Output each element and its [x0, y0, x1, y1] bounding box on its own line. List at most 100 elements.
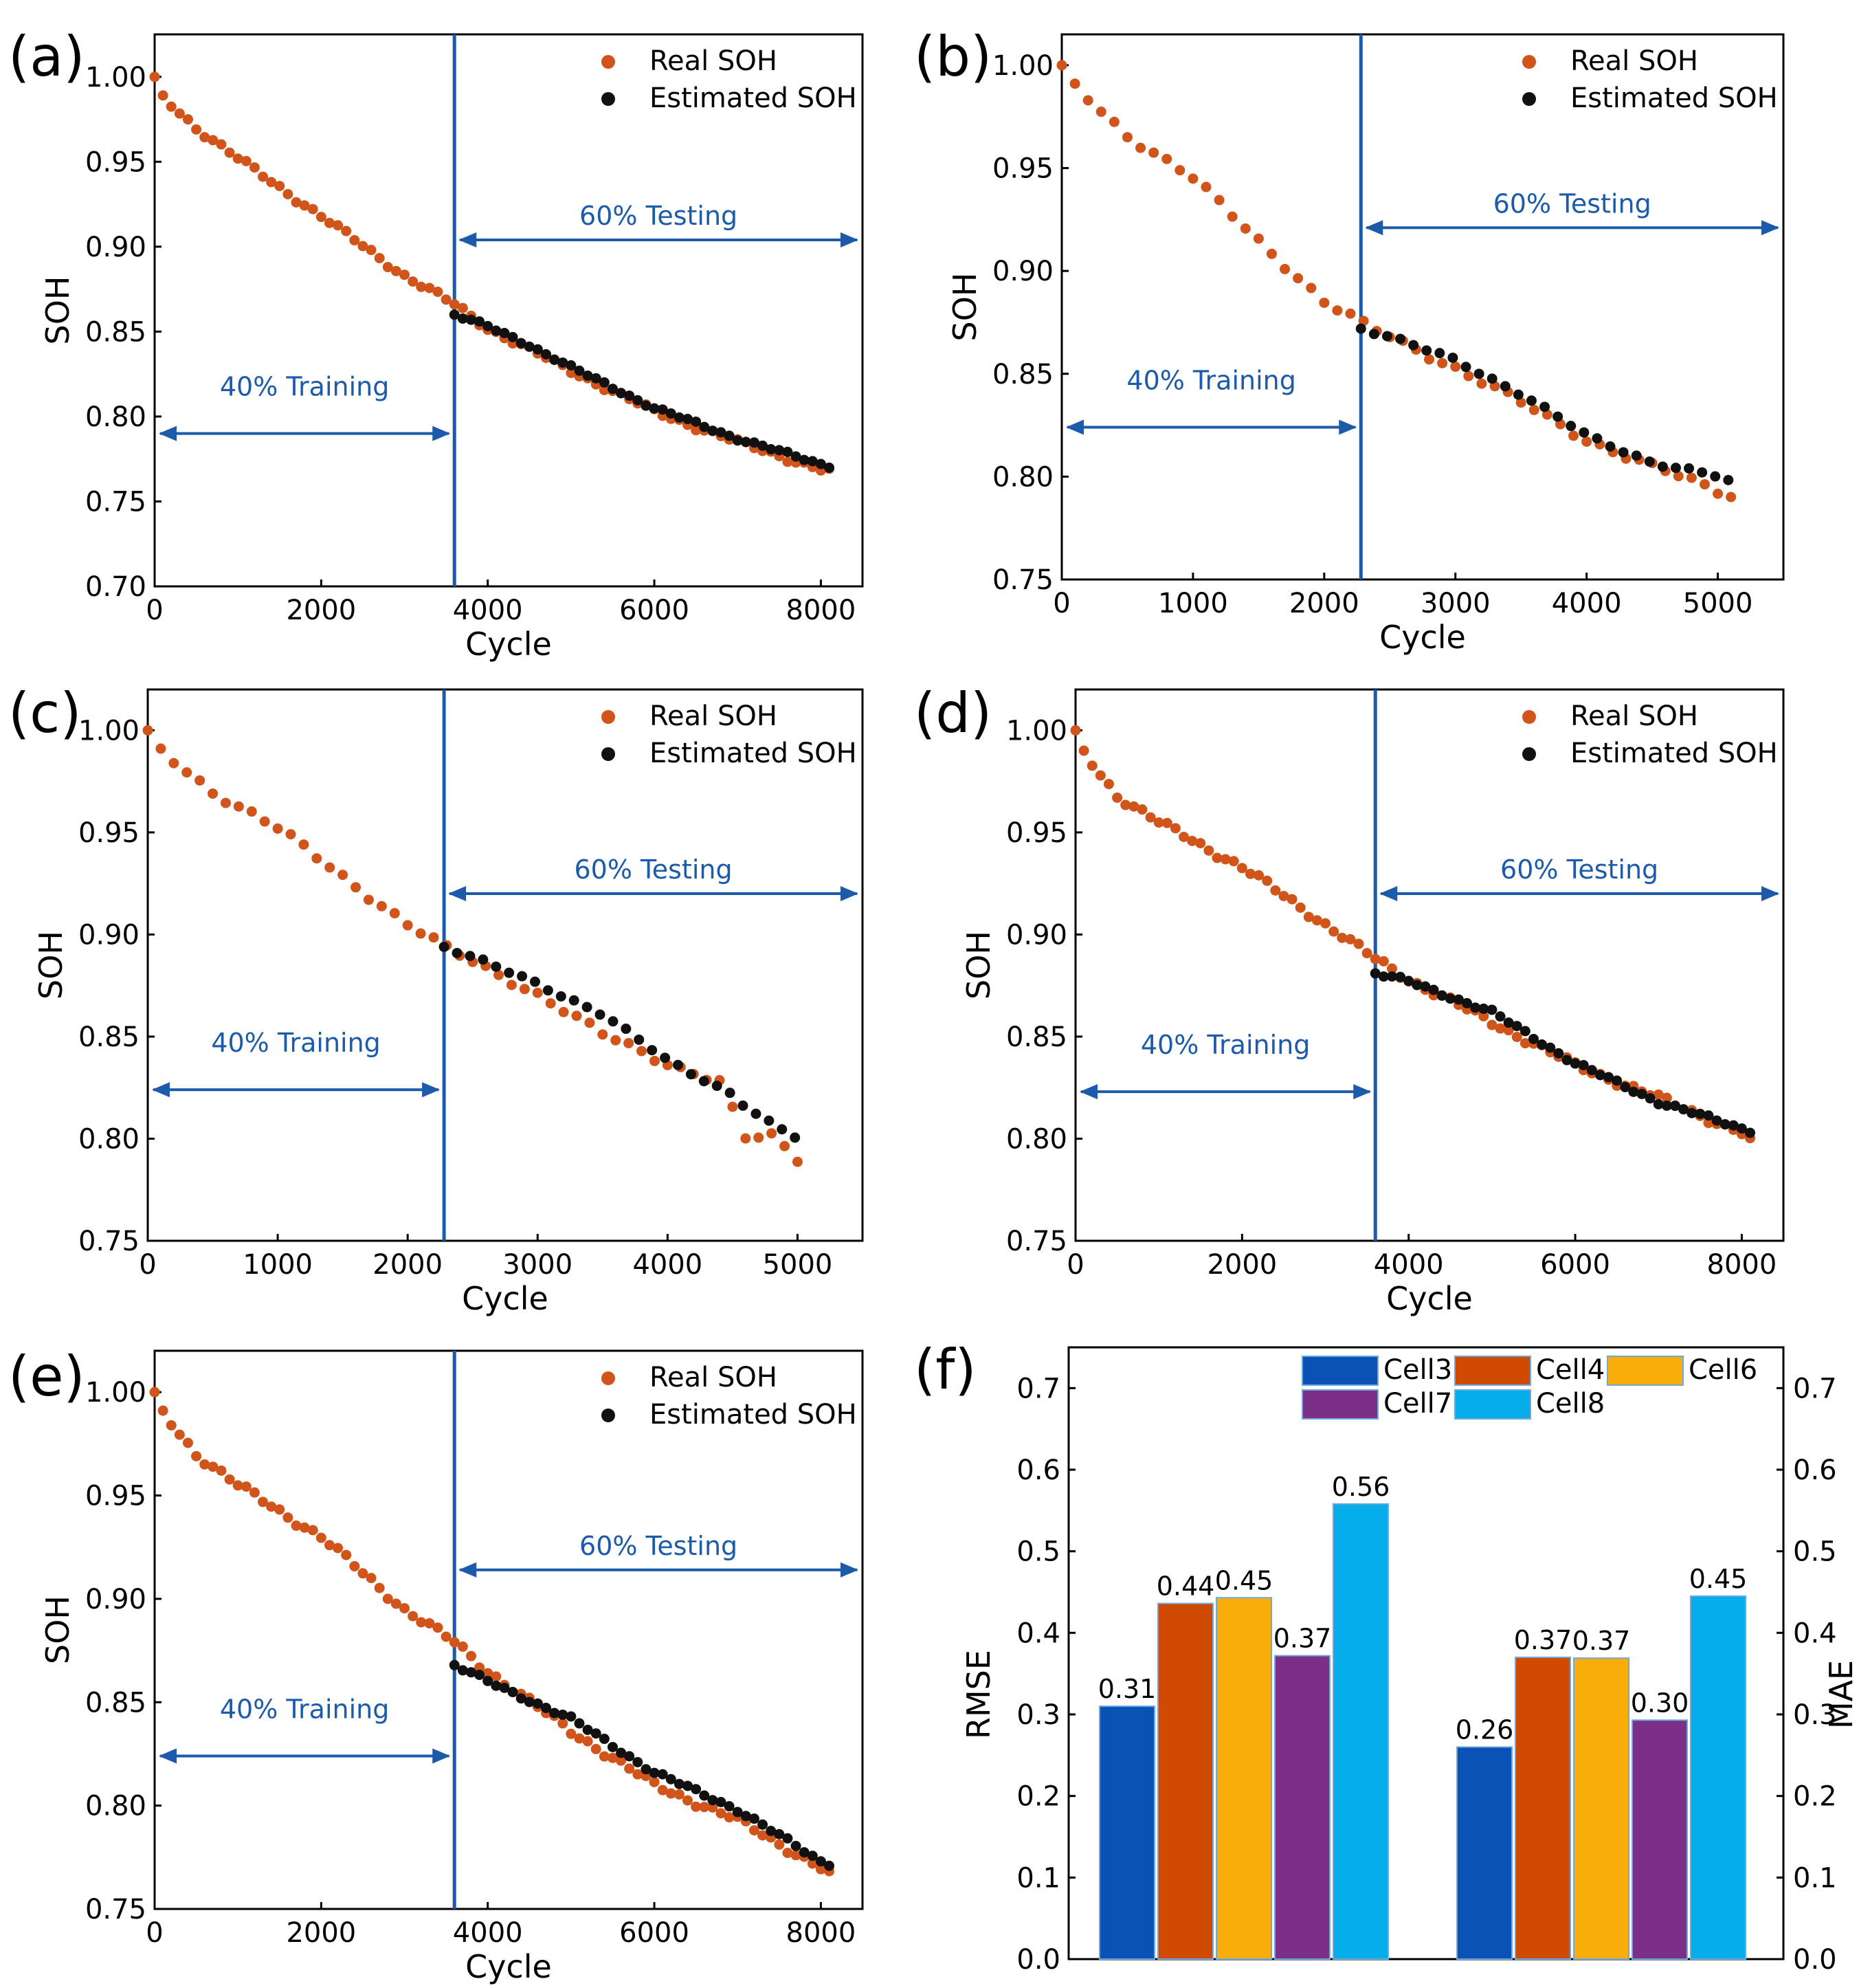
real-soh-point [157, 90, 168, 101]
y-tick-label: 0.70 [85, 571, 146, 603]
estimated-soh-point [1526, 395, 1537, 406]
real-soh-point [1087, 760, 1098, 771]
real-soh-point [506, 980, 517, 991]
estimated-soh-point [438, 941, 449, 952]
real-soh-point [1161, 153, 1172, 164]
real-soh-point [649, 1776, 660, 1787]
real-soh-point [216, 1465, 227, 1476]
estimated-soh-point [574, 1718, 585, 1729]
y-tick-label-right: 0.7 [1793, 1373, 1837, 1404]
y-tick-label: 0.80 [992, 461, 1054, 493]
estimated-soh-point [1368, 329, 1379, 340]
real-soh-point [216, 139, 227, 150]
estimated-soh-point [1428, 984, 1439, 995]
real-soh-point [1188, 173, 1199, 184]
bar-value-label: 0.44 [1157, 1571, 1215, 1602]
y-tick-label: 0.75 [85, 486, 146, 518]
estimated-soh-point [1478, 1003, 1489, 1014]
y-tick-label: 0.85 [85, 1687, 146, 1719]
estimated-soh-point [465, 951, 476, 962]
estimated-soh-point [1370, 968, 1381, 979]
training-label: 40% Training [1141, 1030, 1310, 1060]
real-soh-point [382, 262, 393, 273]
estimated-soh-point [1578, 1059, 1589, 1070]
real-soh-point [194, 775, 205, 786]
real-soh-point [390, 1598, 401, 1609]
estimated-soh-point [1612, 1075, 1623, 1086]
estimated-soh-point [807, 1851, 818, 1862]
estimated-soh-point [1669, 1101, 1680, 1112]
real-soh-point [590, 1743, 601, 1754]
real-soh-point [1511, 1031, 1522, 1042]
y-tick-label-right: 0.4 [1793, 1617, 1837, 1649]
real-soh-point [1319, 297, 1330, 308]
estimated-soh-point [581, 1002, 592, 1013]
estimated-soh-point [707, 1795, 718, 1806]
estimated-soh-point [1703, 1110, 1714, 1121]
y-axis-label: SOH [32, 931, 69, 999]
bar-value-label: 0.37 [1273, 1624, 1332, 1654]
legend-real-marker [1522, 55, 1536, 69]
estimated-soh-point [1594, 1070, 1605, 1081]
real-soh-point [432, 1622, 443, 1633]
y-tick-label: 0.85 [992, 359, 1054, 390]
real-soh-point [1450, 361, 1461, 372]
bar-value-label: 0.30 [1631, 1688, 1689, 1718]
x-tick-label: 2000 [286, 595, 356, 626]
estimated-soh-point [1592, 433, 1603, 444]
estimated-soh-point [674, 1778, 684, 1789]
estimated-soh-point [1695, 1108, 1706, 1119]
real-soh-point [1254, 870, 1265, 881]
legend-estimated-label: Estimated SOH [649, 82, 857, 114]
real-soh-point [632, 1769, 643, 1780]
panel-label: (a) [8, 25, 85, 89]
estimated-soh-point [740, 437, 751, 448]
estimated-soh-point [799, 1847, 810, 1858]
estimated-soh-point [449, 309, 460, 320]
real-soh-point [357, 241, 368, 252]
real-soh-point [457, 302, 468, 313]
estimated-soh-point [649, 1767, 660, 1778]
legend: Real SOH Estimated SOH [1522, 700, 1778, 769]
real-soh-point [333, 220, 344, 231]
panel-c: (c) 0 1000 2000 3000 4000 5000 0.75 0.80 0.85 0.90… [8, 681, 864, 1317]
estimated-soh-point [665, 1774, 676, 1785]
real-soh-point [1120, 799, 1131, 810]
estimated-soh-point [715, 427, 726, 438]
panel-a: (a) 0 2000 4000 6000 8000 0.70 0.75 0.80 0.85 0.90… [8, 25, 864, 663]
estimated-soh-point [1447, 352, 1458, 363]
y-tick-label-right: 0.2 [1793, 1781, 1837, 1813]
real-soh-point [357, 1568, 368, 1579]
real-soh-point [349, 1560, 360, 1571]
x-tick-label: 4000 [453, 595, 523, 626]
real-soh-point [324, 862, 335, 873]
real-soh-point [291, 1520, 302, 1531]
estimated-soh-point [1661, 1100, 1672, 1111]
estimated-soh-point [452, 947, 463, 958]
estimated-soh-point [782, 1833, 793, 1844]
estimated-soh-point [478, 954, 489, 965]
estimated-soh-point [542, 985, 553, 996]
real-soh-point [341, 1549, 352, 1560]
estimated-soh-point [582, 371, 593, 382]
estimated-soh-point [691, 1784, 702, 1795]
estimated-soh-point [766, 1826, 777, 1837]
real-soh-point [1266, 248, 1277, 259]
estimated-soh-point [715, 1797, 726, 1808]
estimated-soh-point [682, 1780, 693, 1791]
testing-label: 60% Testing [1493, 188, 1651, 219]
y-axis-label: SOH [960, 931, 997, 999]
real-soh-point [782, 456, 793, 467]
estimated-soh-point [491, 325, 502, 336]
estimated-soh-point [1644, 456, 1655, 467]
real-soh-point [1581, 436, 1592, 447]
y-tick-label: 0.95 [992, 153, 1054, 185]
bar-value-label: 0.45 [1689, 1564, 1748, 1594]
legend-estimated-label: Estimated SOH [1570, 738, 1778, 769]
real-soh-point [416, 281, 427, 292]
estimated-soh-point [1723, 474, 1734, 485]
estimated-soh-point [748, 1813, 759, 1824]
estimated-soh-point [1728, 1120, 1739, 1131]
estimated-soh-point [807, 456, 818, 467]
real-soh-point [1201, 181, 1212, 192]
